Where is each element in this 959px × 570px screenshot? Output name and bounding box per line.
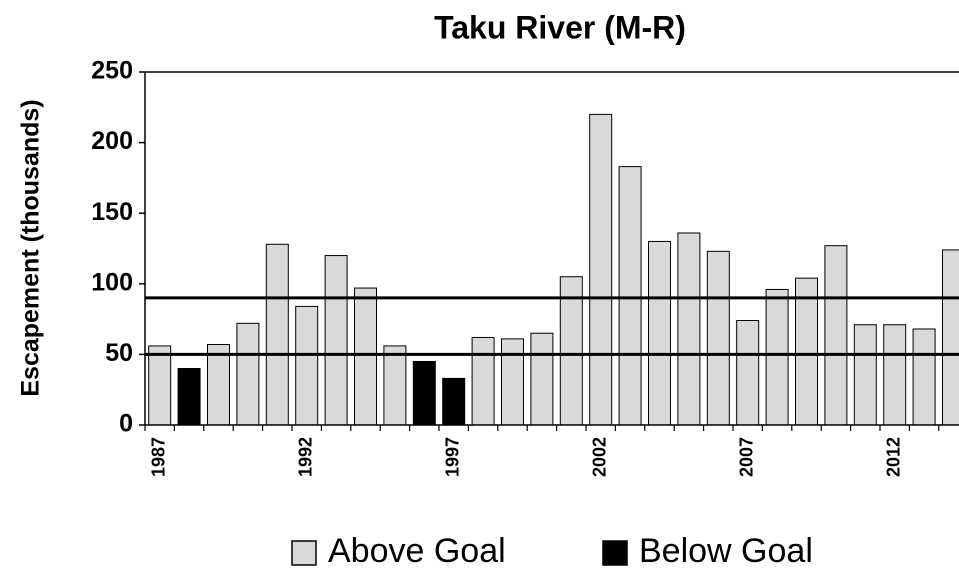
- bar: [324, 255, 348, 426]
- y-axis-label: Escapement (thousands): [17, 99, 45, 396]
- bar: [295, 305, 319, 426]
- bar: [736, 320, 760, 426]
- y-tick-label: 0: [119, 410, 133, 438]
- bar: [148, 345, 172, 426]
- bar: [942, 249, 959, 426]
- x-tick-label: 2007: [736, 437, 756, 477]
- bar: [795, 277, 818, 426]
- bar: [530, 332, 554, 426]
- bar: [177, 368, 201, 426]
- y-tick-label: 250: [91, 57, 133, 85]
- legend-swatch: [602, 540, 628, 566]
- bar: [383, 345, 407, 426]
- y-tick-label: 150: [91, 198, 133, 226]
- legend-label: Below Goal: [639, 532, 813, 570]
- y-tick-label: 200: [91, 127, 133, 155]
- bar: [765, 288, 789, 426]
- bar: [648, 240, 671, 426]
- bar: [412, 360, 436, 426]
- x-tick-label: 2012: [883, 437, 903, 477]
- bar: [824, 245, 848, 426]
- x-tick-label: 1992: [295, 437, 315, 477]
- bar: [853, 324, 877, 426]
- y-tick-label: 50: [105, 339, 133, 367]
- x-tick-label: 1997: [442, 437, 462, 477]
- bar: [883, 324, 907, 426]
- bar: [236, 322, 260, 426]
- chart-title: Taku River (M-R): [434, 9, 686, 45]
- bar: [677, 232, 701, 426]
- legend-label: Above Goal: [328, 532, 506, 570]
- bar: [706, 250, 730, 426]
- legend-swatch: [291, 540, 317, 566]
- bar: [442, 377, 466, 426]
- bar: [471, 336, 495, 426]
- bar: [501, 338, 524, 426]
- bar: [354, 287, 377, 426]
- x-tick-label: 1987: [148, 437, 168, 477]
- bar: [265, 243, 289, 426]
- bar: [589, 113, 613, 426]
- bar: [912, 328, 936, 426]
- x-tick-label: 2002: [589, 437, 609, 477]
- y-tick-label: 100: [91, 268, 133, 296]
- bar: [207, 344, 230, 426]
- bar: [618, 166, 642, 426]
